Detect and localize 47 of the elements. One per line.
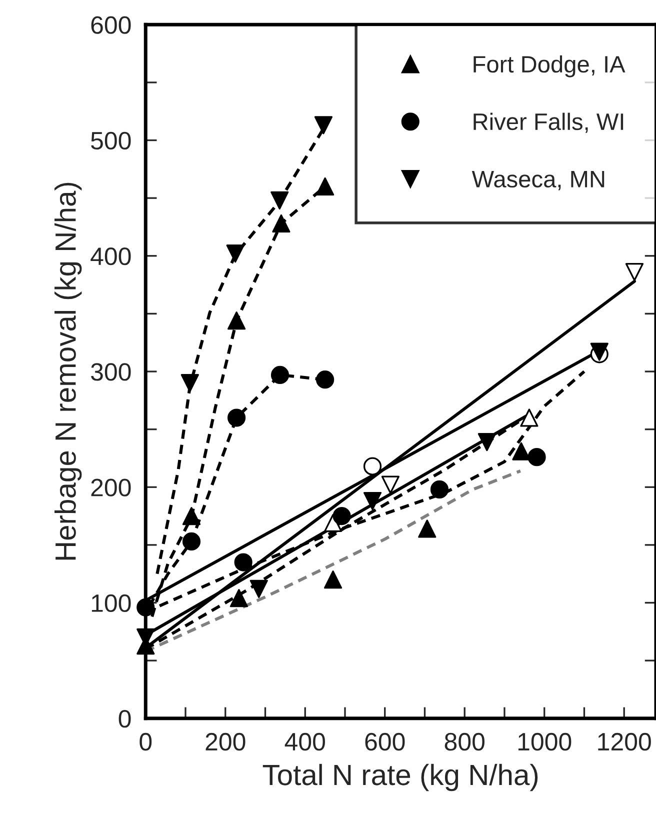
- y-axis-title: Herbage N removal (kg N/ha): [54, 182, 82, 560]
- x-tick-label: 1200: [598, 732, 651, 751]
- point: [625, 263, 644, 282]
- x-tick-label: 1000: [518, 732, 572, 751]
- x-tick-label: 0: [140, 732, 152, 751]
- point: [180, 374, 199, 392]
- point: [363, 457, 382, 476]
- point: [528, 448, 546, 466]
- y-tick-label: 500: [91, 132, 131, 150]
- point: [418, 520, 436, 538]
- point: [230, 589, 248, 608]
- point: [250, 580, 268, 598]
- point: [381, 476, 400, 494]
- point: [430, 480, 449, 498]
- point: [234, 553, 252, 572]
- point: [136, 598, 155, 616]
- legend-label: River Falls, WI: [474, 112, 624, 133]
- point: [478, 432, 496, 452]
- point: [324, 570, 342, 589]
- point: [272, 214, 290, 233]
- point: [270, 366, 290, 384]
- x-axis-title: Total N rate (kg N/ha): [262, 764, 538, 792]
- legend-label: Fort Dodge, IA: [474, 55, 626, 78]
- point: [332, 506, 351, 526]
- x-tick-label: 400: [284, 732, 325, 751]
- y-tick-label: 300: [90, 363, 131, 381]
- point: [182, 532, 201, 551]
- point: [182, 506, 201, 526]
- point: [363, 492, 382, 510]
- point: [314, 116, 333, 134]
- point: [520, 408, 538, 427]
- point: [227, 408, 246, 427]
- point: [316, 370, 334, 389]
- point: [270, 191, 289, 210]
- y-tick-label: 600: [91, 16, 131, 34]
- x-tick-label: 600: [365, 732, 405, 751]
- y-tick-label: 200: [91, 478, 131, 496]
- point: [512, 442, 530, 460]
- y-tick-label: 0: [118, 710, 131, 728]
- point: [226, 244, 244, 263]
- x-tick-label: 800: [444, 732, 484, 751]
- point: [316, 177, 334, 196]
- y-tick-label: 400: [90, 247, 131, 266]
- legend-label: Waseca, MN: [472, 171, 604, 190]
- y-tick-label: 100: [92, 594, 131, 612]
- point: [227, 312, 246, 330]
- x-tick-label: 200: [206, 732, 246, 751]
